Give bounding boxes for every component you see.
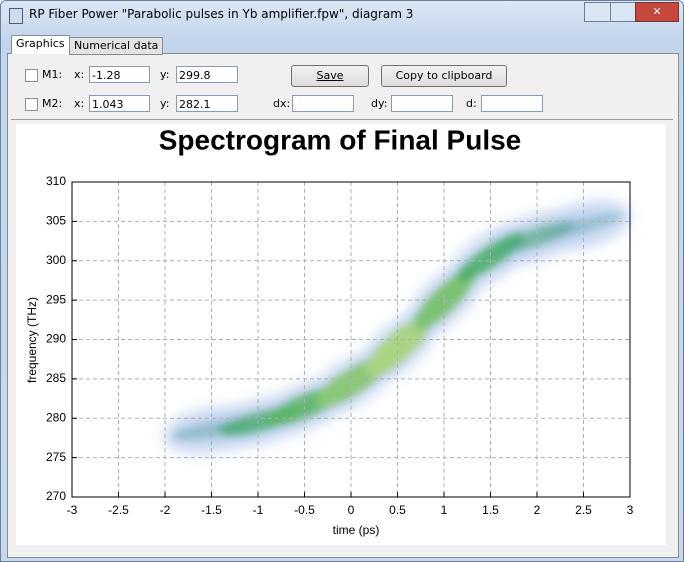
- x-tick-label: 0: [348, 503, 355, 517]
- plot-frame: [71, 181, 631, 498]
- label: M1:: [42, 68, 63, 81]
- x-tick-label: -1: [253, 503, 264, 517]
- y-tick-label: 295: [46, 292, 66, 306]
- input[interactable]: 299.8: [176, 66, 238, 83]
- x-tick-label: 2.5: [575, 503, 592, 517]
- separator: [11, 119, 673, 120]
- label: x:: [74, 68, 85, 81]
- label: M2:: [42, 97, 63, 110]
- x-tick-label: 3: [627, 503, 634, 517]
- y-tick-label: 300: [46, 253, 66, 267]
- y-tick-label: 285: [46, 371, 66, 385]
- label: x:: [74, 97, 85, 110]
- input[interactable]: [481, 95, 543, 112]
- y-axis-label: frequency (THz): [25, 297, 39, 383]
- y-tick-label: 310: [46, 174, 66, 188]
- x-tick-label: 1: [441, 503, 448, 517]
- tab[interactable]: Numerical data: [69, 37, 164, 55]
- maximize-button[interactable]: [610, 2, 637, 22]
- x-tick-label: -3: [67, 503, 78, 517]
- input[interactable]: [292, 95, 354, 112]
- save-button[interactable]: Save: [291, 65, 369, 87]
- x-tick-label: -1.5: [201, 503, 222, 517]
- input[interactable]: -1.28: [89, 66, 150, 83]
- input[interactable]: 282.1: [176, 95, 238, 112]
- minimize-button[interactable]: [584, 2, 612, 22]
- spectrogram-core: [366, 318, 429, 376]
- label: y:: [160, 97, 170, 110]
- label: y:: [160, 68, 170, 81]
- x-tick-label: 1.5: [482, 503, 499, 517]
- chart-title: Spectrogram of Final Pulse: [159, 124, 522, 155]
- x-tick-label: 0.5: [389, 503, 406, 517]
- x-tick-label: -2: [160, 503, 171, 517]
- y-tick-label: 275: [46, 450, 66, 464]
- app-icon: [9, 8, 23, 24]
- window-title: RP Fiber Power "Parabolic pulses in Yb a…: [29, 7, 414, 21]
- y-tick-label: 305: [46, 214, 66, 228]
- chart: Spectrogram of Final Pulse time (ps) fre…: [16, 124, 666, 545]
- x-tick-label: -2.5: [108, 503, 129, 517]
- label: dy:: [371, 97, 388, 110]
- x-tick-label: 2: [534, 503, 541, 517]
- x-tick-label: -0.5: [294, 503, 315, 517]
- y-tick-label: 270: [46, 489, 66, 503]
- y-tick-label: 280: [46, 410, 66, 424]
- close-button[interactable]: ✕: [635, 2, 679, 22]
- checkbox[interactable]: [25, 98, 38, 111]
- input[interactable]: [391, 95, 453, 112]
- x-axis-label: time (ps): [333, 523, 380, 537]
- y-tick-label: 290: [46, 332, 66, 346]
- label: d:: [466, 97, 477, 110]
- input[interactable]: 1.043: [89, 95, 150, 112]
- checkbox[interactable]: [25, 69, 38, 82]
- copy-button[interactable]: Copy to clipboard: [381, 65, 507, 87]
- tab[interactable]: Graphics: [11, 35, 70, 54]
- label: dx:: [273, 97, 291, 110]
